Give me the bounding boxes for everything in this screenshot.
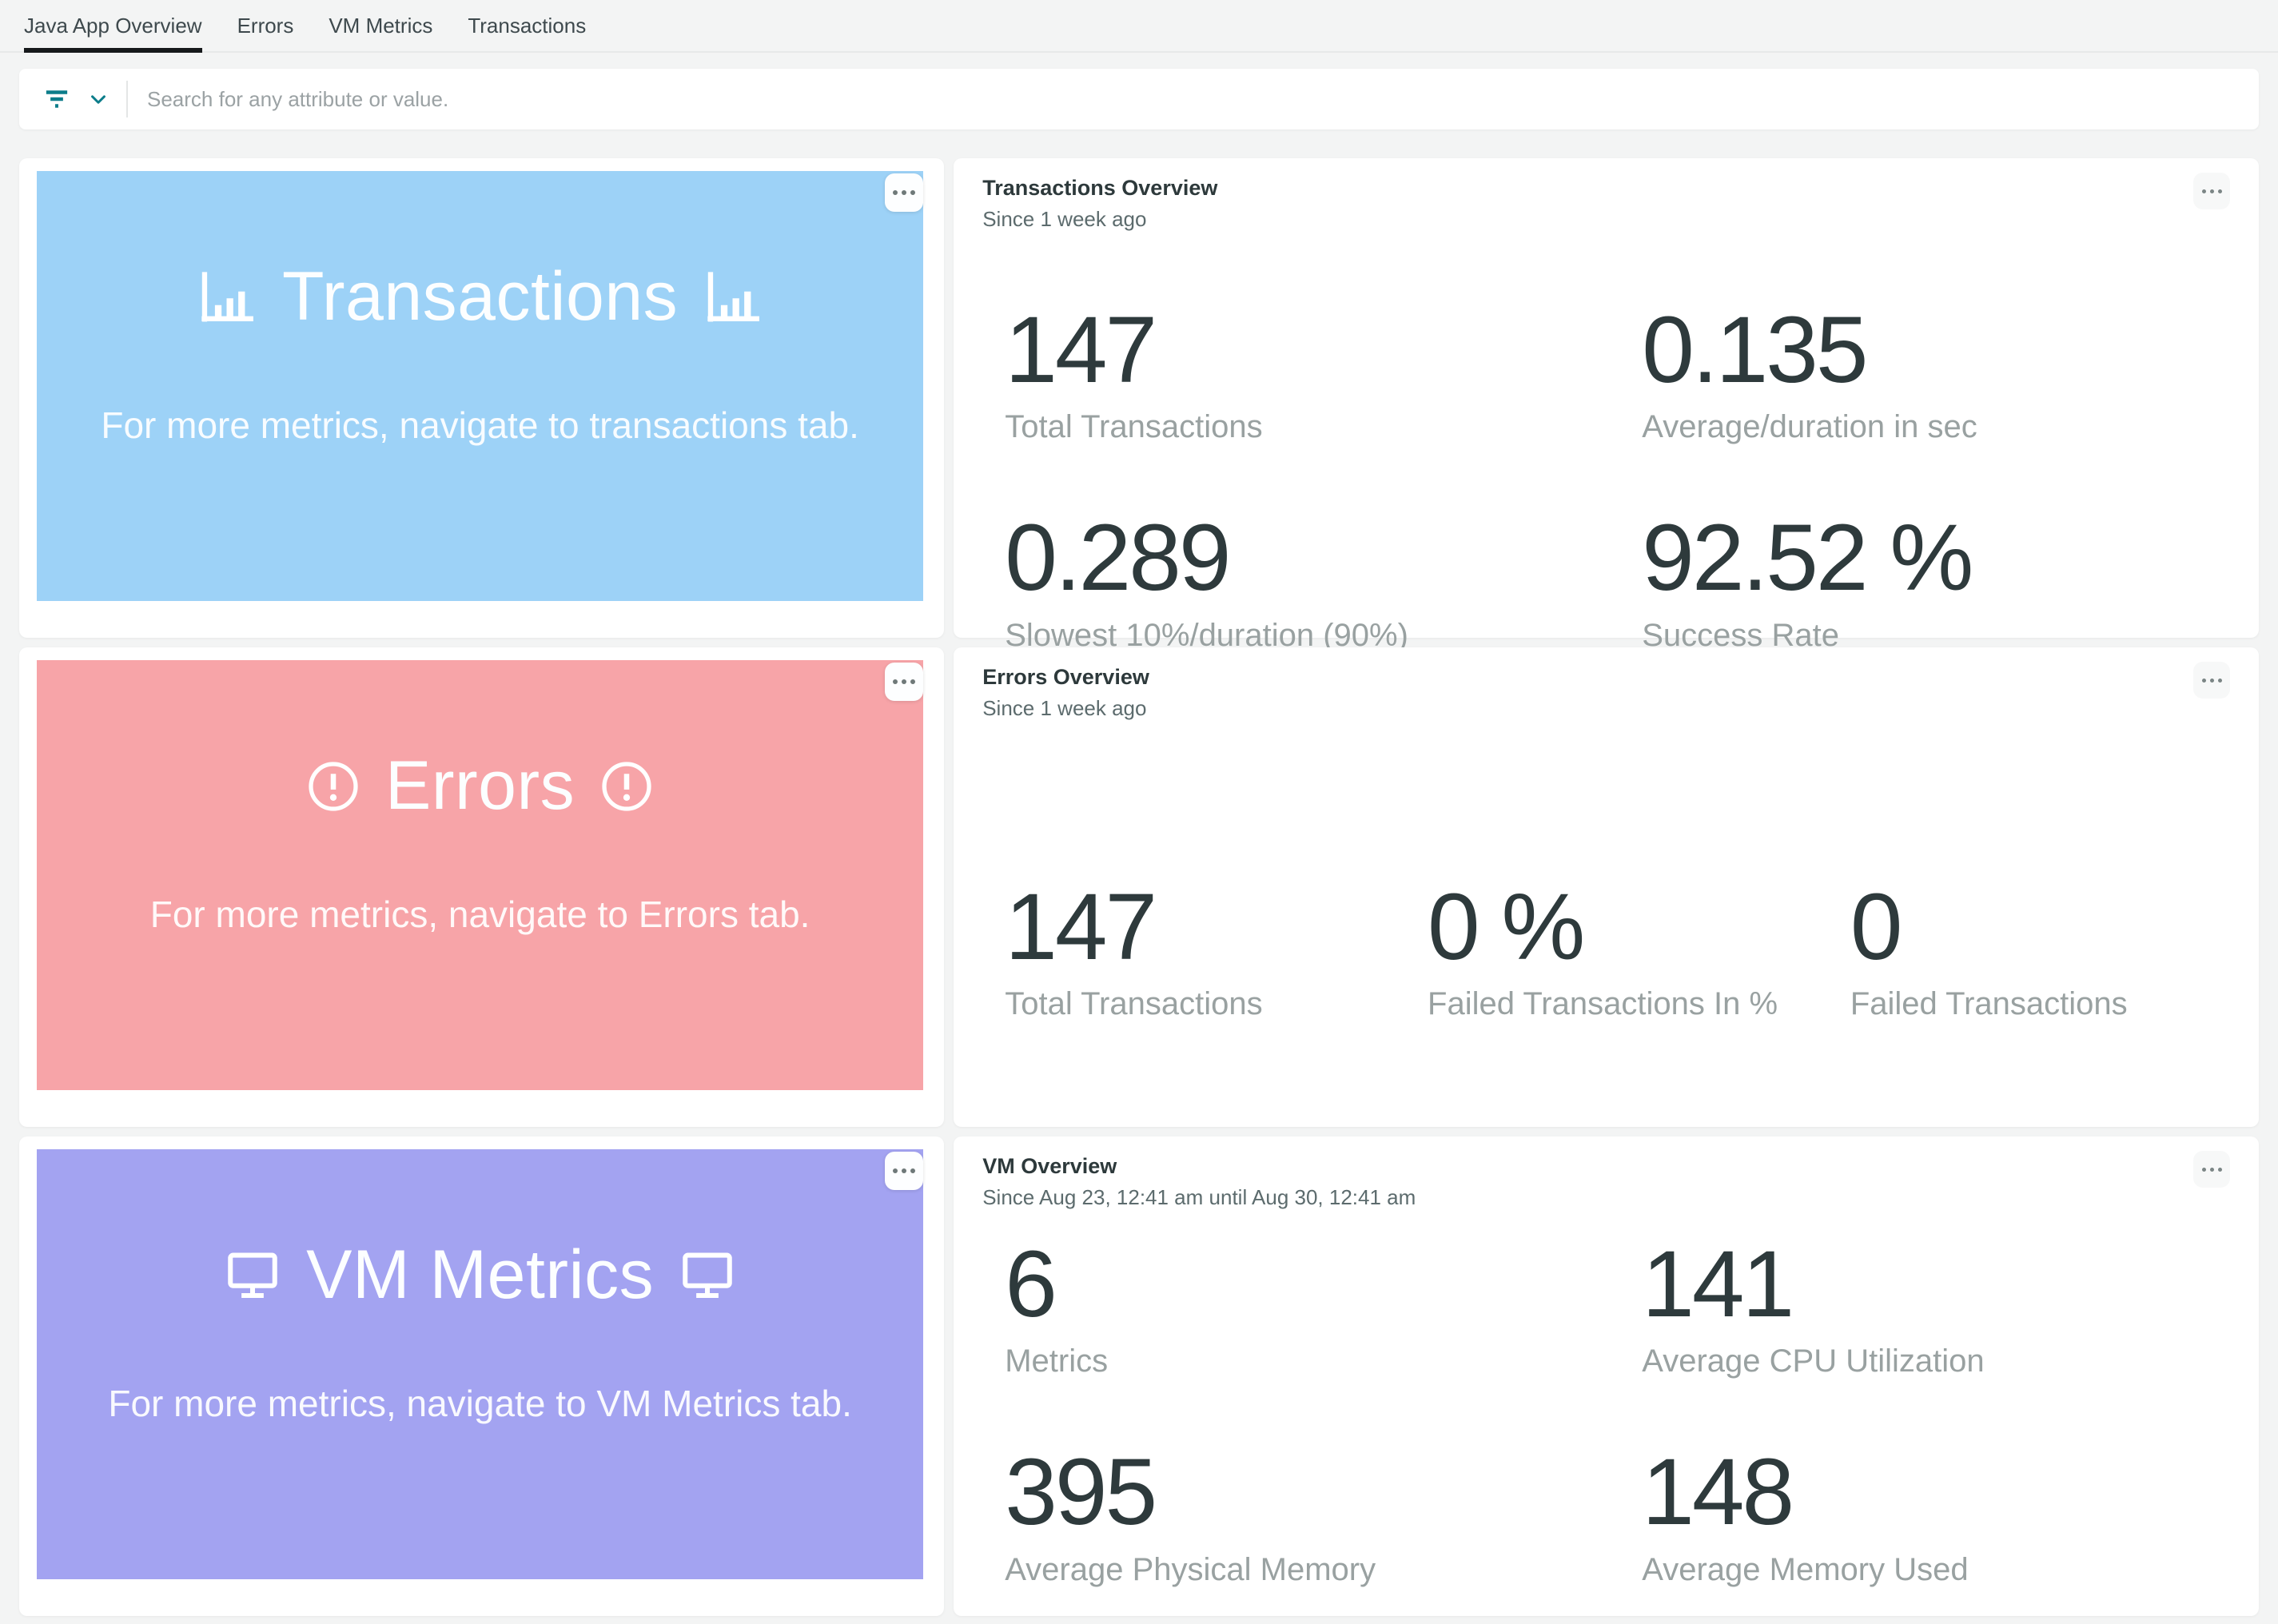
widget-menu-button[interactable] [885, 173, 924, 212]
vm-promo-widget: VM Metrics For more metrics, navigate to… [37, 1149, 924, 1579]
tab-java-app-overview[interactable]: Java App Overview [24, 0, 202, 53]
transactions-promo-widget: Transactions For more metrics, navigate … [37, 171, 924, 601]
card-title: VM Overview [982, 1154, 1117, 1178]
tab-errors[interactable]: Errors [237, 13, 294, 38]
monitor-icon [223, 1246, 282, 1305]
metric-average-physical-memory: 395 Average Physical Memory [1005, 1439, 1376, 1587]
vm-overview-card: VM Overview Since Aug 23, 12:41 am until… [954, 1136, 2259, 1616]
transactions-promo-card: Transactions For more metrics, navigate … [19, 158, 945, 638]
search-divider [126, 81, 128, 117]
card-time-range: Since 1 week ago [982, 696, 1147, 720]
alert-circle-icon [305, 758, 361, 814]
widget-menu-button[interactable] [2193, 173, 2230, 209]
promo-subtitle: For more metrics, navigate to Errors tab… [149, 894, 810, 935]
widget-menu-button[interactable] [2193, 662, 2230, 699]
card-title: Transactions Overview [982, 176, 1218, 200]
search-input[interactable] [145, 86, 2238, 113]
chevron-down-icon[interactable] [85, 86, 112, 113]
metric-failed-transactions-percent: 0 % Failed Transactions In % [1428, 874, 1778, 1022]
promo-title: Transactions [282, 258, 679, 335]
promo-subtitle: For more metrics, navigate to VM Metrics… [108, 1383, 852, 1424]
monitor-icon [678, 1246, 737, 1305]
metric-total-transactions: 147 Total Transactions [1005, 297, 1263, 445]
promo-title: Errors [385, 747, 575, 824]
widget-menu-button[interactable] [2193, 1151, 2230, 1188]
bar-chart-icon [702, 266, 764, 328]
metric-average-cpu-utilization: 141 Average CPU Utilization [1642, 1232, 1985, 1379]
transactions-overview-card: Transactions Overview Since 1 week ago 1… [954, 158, 2259, 653]
filter-icon[interactable] [40, 82, 74, 116]
promo-title: VM Metrics [306, 1236, 655, 1313]
row-vm-metrics: VM Metrics For more metrics, navigate to… [19, 1136, 2259, 1616]
promo-subtitle: For more metrics, navigate to transactio… [101, 404, 859, 446]
metric-metrics-count: 6 Metrics [1005, 1232, 1109, 1379]
row-errors: Errors For more metrics, navigate to Err… [19, 647, 2259, 1127]
tab-vm-metrics[interactable]: VM Metrics [329, 13, 433, 38]
tab-bar: Java App Overview Errors VM Metrics Tran… [0, 0, 2278, 53]
widget-menu-button[interactable] [885, 1152, 924, 1190]
metric-total-transactions: 147 Total Transactions [1005, 874, 1263, 1022]
metric-average-memory-used: 148 Average Memory Used [1642, 1439, 1969, 1587]
metric-success-rate: 92.52 % Success Rate [1642, 505, 1973, 653]
errors-overview-card: Errors Overview Since 1 week ago 147 Tot… [954, 647, 2259, 1127]
row-transactions: Transactions For more metrics, navigate … [19, 158, 2259, 653]
dashboard-grid: Transactions For more metrics, navigate … [19, 158, 2259, 1616]
bar-chart-icon [196, 266, 258, 328]
metric-average-duration: 0.135 Average/duration in sec [1642, 297, 1977, 445]
search-bar [19, 69, 2259, 129]
vm-promo-card: VM Metrics For more metrics, navigate to… [19, 1136, 945, 1616]
metric-failed-transactions: 0 Failed Transactions [1850, 874, 2128, 1022]
widget-menu-button[interactable] [885, 663, 924, 701]
tab-transactions[interactable]: Transactions [468, 13, 587, 38]
errors-promo-card: Errors For more metrics, navigate to Err… [19, 647, 945, 1127]
errors-promo-widget: Errors For more metrics, navigate to Err… [37, 660, 924, 1090]
metric-slowest-duration: 0.289 Slowest 10%/duration (90%) [1005, 505, 1408, 653]
card-title: Errors Overview [982, 665, 1149, 689]
alert-circle-icon [599, 758, 655, 814]
card-time-range: Since Aug 23, 12:41 am until Aug 30, 12:… [982, 1185, 1416, 1209]
card-time-range: Since 1 week ago [982, 207, 1147, 231]
